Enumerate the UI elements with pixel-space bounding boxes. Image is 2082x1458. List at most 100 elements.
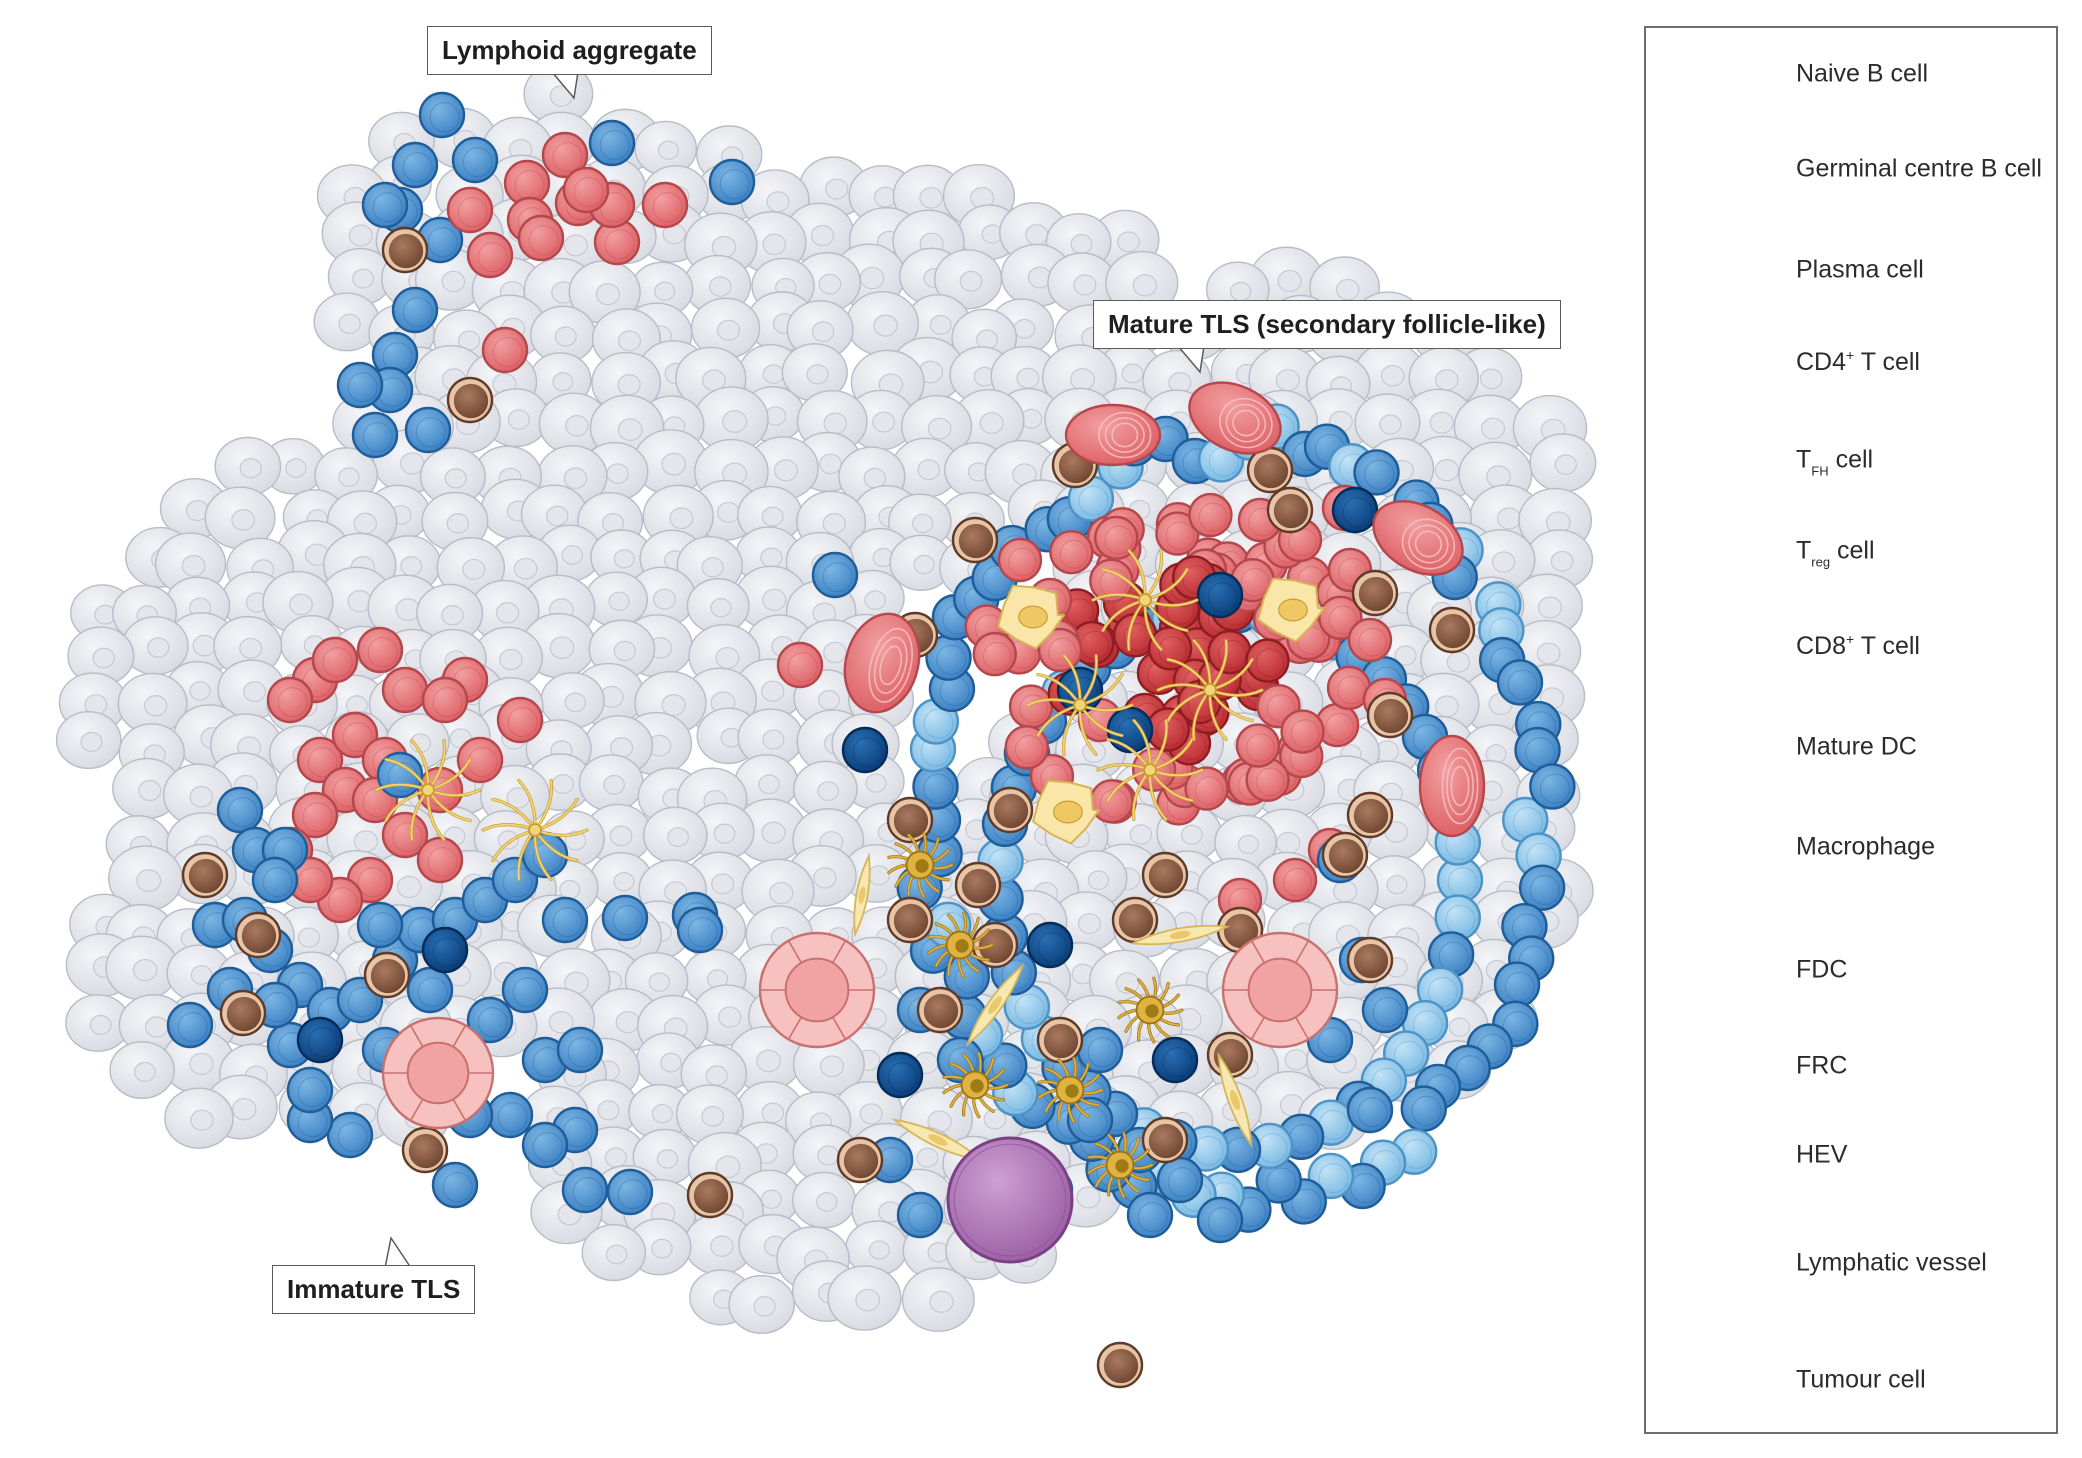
cd4-t-cell (336, 361, 384, 409)
cd4-t-cell (556, 1026, 604, 1074)
tumour-cell (105, 935, 179, 1001)
cd4-t-cell (811, 551, 859, 599)
naive-b-cell (266, 676, 314, 724)
legend-item-macrophage: Macrophage (1646, 802, 2060, 892)
naive-b-cell (1347, 617, 1393, 663)
tumour-cell (734, 798, 807, 863)
tumour-cell (781, 343, 848, 402)
macrophage (997, 584, 1065, 650)
plasma-cell (1064, 403, 1162, 467)
cd4-t-cell (361, 181, 409, 229)
cd8-t-cell (951, 516, 999, 564)
cd4-t-cell (1361, 986, 1409, 1034)
germinal-centre-b-cell (1147, 626, 1193, 671)
fdc (1026, 653, 1134, 757)
cd4-t-cell (391, 286, 439, 334)
naive-b-cell (641, 181, 689, 229)
cd8-t-cell (954, 861, 1002, 909)
tumour-cell (901, 1267, 975, 1332)
naive-b-cell (331, 711, 379, 759)
cd4-t-cell (1126, 1191, 1174, 1239)
fdc (1091, 548, 1199, 652)
cd4-t-cell (708, 158, 756, 206)
legend-label: Germinal centre B cell (1796, 154, 2042, 183)
tumour-cell (683, 1213, 754, 1276)
legend-item-cd4: CD4+ T cell (1646, 317, 2060, 407)
naive-b-cell (446, 186, 494, 234)
naive-b-cell (296, 736, 344, 784)
tumour-cell (162, 763, 234, 826)
cd4-t-cell (391, 141, 439, 189)
cd4-t-cell (1156, 1156, 1204, 1204)
legend-item-fdc: FDC (1646, 925, 2060, 1015)
cd4-t-cell (416, 216, 464, 264)
tumour-cell (540, 672, 605, 729)
germinal-centre-b-cell (1245, 638, 1290, 683)
cd4-t-cell (491, 856, 539, 904)
naive-b-cell (1235, 723, 1281, 768)
frc (1129, 924, 1231, 946)
tumour-cell (934, 249, 1003, 310)
cd8-t-cell (234, 911, 282, 959)
hev (381, 1016, 495, 1130)
tumour-cell (632, 1128, 697, 1186)
tumour-cell (642, 806, 708, 864)
treg-cell (1196, 571, 1244, 619)
legend-item-frc: FRC (1646, 1021, 2060, 1111)
fdc (1156, 638, 1264, 742)
naive-b-cell (381, 666, 429, 714)
frc (1217, 1051, 1253, 1149)
mature-dc (1037, 1056, 1104, 1124)
cd4-t-cell (356, 901, 404, 949)
cd4-t-cell (406, 966, 454, 1014)
cd8-t-cell (1266, 486, 1314, 534)
callout-immature-tls: Immature TLS (272, 1265, 476, 1314)
cd4-t-cell (936, 1036, 984, 1084)
cd4-t-cell (286, 1066, 334, 1114)
tumour-cell (118, 994, 189, 1056)
naive-b-cell (517, 214, 565, 262)
treg-cell (421, 926, 469, 974)
naive-b-cell (997, 537, 1043, 583)
tumour-cell (414, 248, 486, 311)
tumour-cell (581, 1224, 647, 1282)
cd4-t-cell (466, 996, 514, 1044)
tumour-cell (530, 305, 596, 364)
cd8-t-cell (1141, 851, 1189, 899)
legend-label: Plasma cell (1796, 255, 1924, 284)
legend-label: Mature DC (1796, 732, 1917, 761)
cd4-t-cell (676, 906, 724, 954)
legend-label: Macrophage (1796, 832, 1935, 861)
callout-lymphoid-aggregate: Lymphoid aggregate (427, 26, 712, 75)
tumour-cell (416, 583, 484, 643)
tumour-cell (213, 615, 283, 677)
naive-b-cell (481, 326, 529, 374)
cd4-t-cell (431, 1161, 479, 1209)
cd4-t-cell (1076, 1026, 1124, 1074)
cd8-t-cell (1366, 691, 1414, 739)
naive-b-cell (1089, 779, 1134, 824)
naive-b-cell (562, 166, 610, 214)
cd8-t-cell (1321, 831, 1369, 879)
naive-b-cell (776, 641, 824, 689)
cd8-t-cell (181, 851, 229, 899)
cd4-t-cell (521, 1036, 569, 1084)
callout-mature-tls: Mature TLS (secondary follicle-like) (1093, 300, 1561, 349)
naive-b-cell (1184, 766, 1229, 811)
cd4-t-cell (561, 1166, 609, 1214)
naive-b-cell (1093, 515, 1139, 561)
cd4-t-cell (1496, 659, 1544, 706)
frc (965, 962, 1025, 1048)
macrophage (1257, 577, 1325, 643)
legend-label: FDC (1796, 955, 1848, 984)
tumour-cell (109, 1041, 175, 1100)
legend-item-treg: Treg cell (1646, 508, 2060, 598)
tumour-cell (204, 486, 276, 550)
legend-label: Naive B cell (1796, 59, 1928, 88)
cd4-t-cell (326, 1111, 374, 1159)
cd4-t-cell (216, 786, 264, 834)
naive-b-cell (416, 836, 464, 884)
cd4-t-cell (486, 1091, 534, 1139)
mature-dc (1117, 976, 1184, 1044)
